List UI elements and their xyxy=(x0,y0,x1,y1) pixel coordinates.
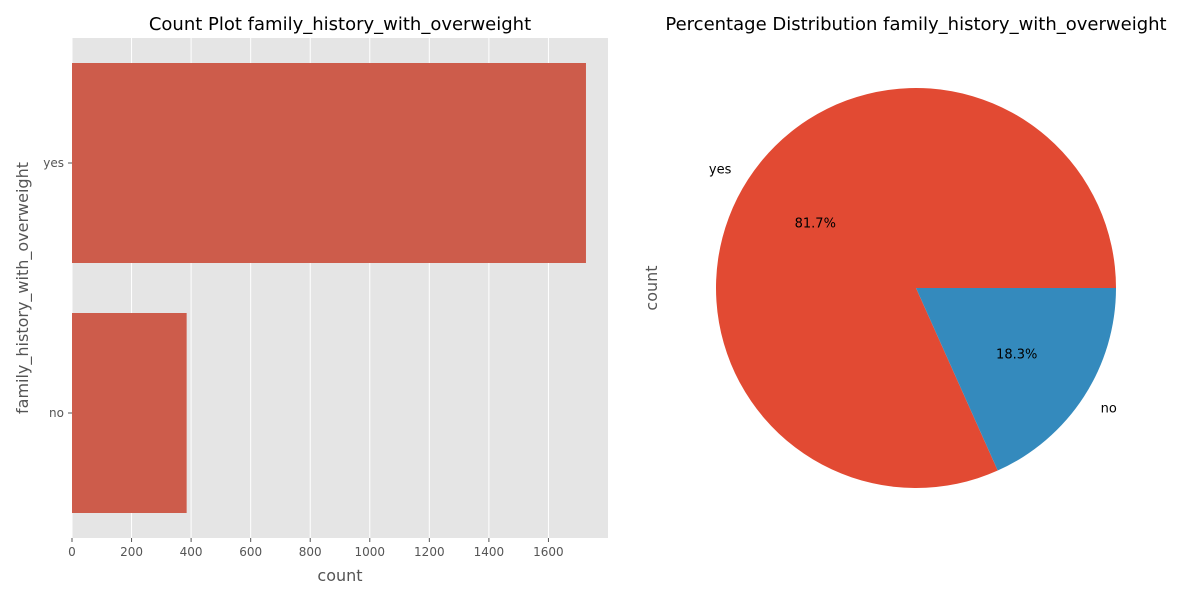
pie-chart: yes 81.7% no 18.3% Percentage Distribution … xyxy=(642,14,1167,489)
x-tick-label: 1000 xyxy=(355,545,386,559)
pie-slice-no xyxy=(916,288,1116,471)
pie-label: yes xyxy=(709,162,732,177)
x-ticks: 0 200 400 600 800 1000 1200 1400 1600 xyxy=(68,538,564,559)
x-axis-label: count xyxy=(317,566,362,585)
pie-pct-label: 18.3% xyxy=(996,347,1037,362)
pie-slices xyxy=(715,88,1116,489)
x-tick-label: 400 xyxy=(180,545,203,559)
bar-chart-title: Count Plot family_history_with_overweigh… xyxy=(149,14,531,35)
x-tick-label: 1200 xyxy=(414,545,445,559)
count-plot: 0 200 400 600 800 1000 1200 1400 1600 yes no Coun… xyxy=(13,14,608,585)
pie-chart-title: Percentage Distribution family_history_w… xyxy=(665,14,1166,35)
x-tick-label: 0 xyxy=(68,545,76,559)
pie-labels: yes 81.7% no 18.3% xyxy=(709,162,1117,416)
y-tick-label: no xyxy=(49,406,64,420)
bars xyxy=(72,63,586,513)
x-tick-label: 1400 xyxy=(474,545,505,559)
x-tick-label: 200 xyxy=(120,545,143,559)
x-tick-label: 1600 xyxy=(533,545,564,559)
pie-slice-yes xyxy=(715,88,1116,489)
y-ticks: yes no xyxy=(43,156,72,420)
x-tick-label: 800 xyxy=(299,545,322,559)
bar-no xyxy=(72,313,187,513)
pie-label: no xyxy=(1101,402,1117,417)
pie-pct-label: 81.7% xyxy=(795,217,836,232)
y-tick-label: yes xyxy=(43,156,64,170)
y-axis-label: family_history_with_overweight xyxy=(13,162,33,414)
bar-yes xyxy=(72,63,586,263)
x-tick-label: 600 xyxy=(239,545,262,559)
pie-y-axis-label: count xyxy=(642,265,661,310)
